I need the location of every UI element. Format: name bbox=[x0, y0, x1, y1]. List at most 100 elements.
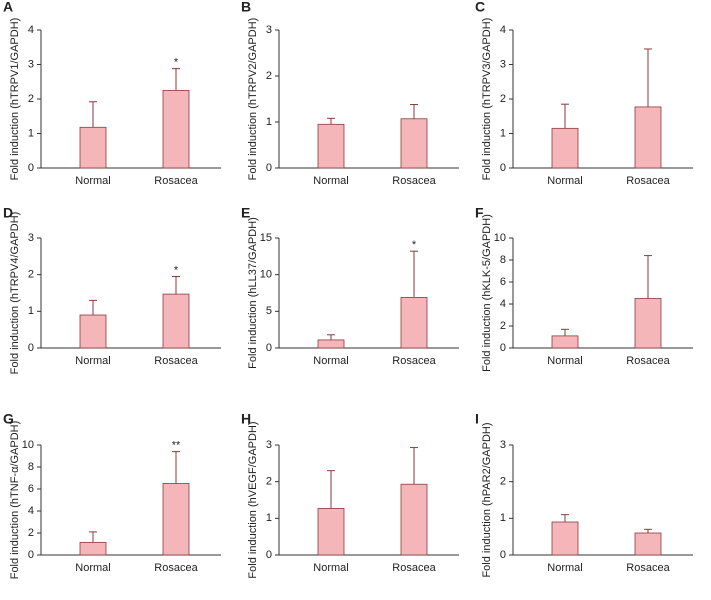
y-axis-label: Fold induction (hTRPV4/GAPDH) bbox=[9, 212, 21, 375]
y-tick-label: 1 bbox=[266, 512, 272, 524]
y-axis-label: Fold induction (hVEGF/GAPDH) bbox=[247, 421, 259, 578]
x-tick-label: Normal bbox=[75, 355, 110, 367]
y-tick-label: 0 bbox=[28, 162, 34, 174]
x-tick-label: Rosacea bbox=[154, 562, 198, 574]
significance: * bbox=[174, 264, 179, 276]
panel-label: H bbox=[241, 411, 251, 427]
y-tick-label: 3 bbox=[500, 58, 506, 70]
y-tick-label: 6 bbox=[28, 483, 34, 495]
significance: * bbox=[174, 57, 179, 69]
bar bbox=[400, 296, 428, 349]
y-tick-label: 5 bbox=[266, 305, 272, 317]
y-tick-label: 4 bbox=[500, 24, 506, 36]
panel-label: G bbox=[3, 411, 14, 427]
bar bbox=[162, 293, 190, 349]
x-tick-label: Rosacea bbox=[154, 355, 198, 367]
bar bbox=[79, 541, 107, 556]
bar bbox=[317, 123, 345, 169]
bar bbox=[317, 508, 345, 556]
y-tick-label: 1 bbox=[28, 127, 34, 139]
panel-label: E bbox=[241, 205, 250, 221]
y-tick-label: 3 bbox=[500, 439, 506, 451]
x-tick-label: Normal bbox=[75, 562, 110, 574]
x-tick-label: Rosacea bbox=[626, 355, 670, 367]
y-tick-label: 8 bbox=[500, 254, 506, 266]
y-tick-label: 1 bbox=[266, 116, 272, 128]
y-tick-label: 2 bbox=[266, 476, 272, 488]
y-tick-label: 10 bbox=[22, 439, 34, 451]
y-tick-label: 2 bbox=[500, 320, 506, 332]
x-tick-label: Rosacea bbox=[392, 355, 436, 367]
x-tick-label: Rosacea bbox=[392, 562, 436, 574]
significance: ** bbox=[172, 440, 181, 452]
y-axis-label: Fold induction (hLL37/GAPDH) bbox=[247, 217, 259, 369]
x-tick-label: Rosacea bbox=[626, 562, 670, 574]
y-tick-label: 0 bbox=[266, 342, 272, 354]
bar bbox=[79, 126, 107, 169]
panel-label: I bbox=[475, 411, 479, 427]
bar bbox=[162, 483, 190, 556]
y-tick-label: 10 bbox=[260, 269, 272, 281]
y-tick-label: 2 bbox=[266, 70, 272, 82]
y-tick-label: 2 bbox=[28, 527, 34, 539]
y-axis-label: Fold induction (hKLK-5/GAPDH) bbox=[481, 214, 493, 372]
y-tick-label: 0 bbox=[500, 342, 506, 354]
bar bbox=[634, 532, 662, 556]
panel-label: C bbox=[475, 0, 485, 15]
bar bbox=[400, 118, 428, 169]
y-tick-label: 1 bbox=[28, 305, 34, 317]
x-tick-label: Normal bbox=[313, 562, 348, 574]
y-tick-label: 0 bbox=[28, 549, 34, 561]
y-tick-label: 4 bbox=[28, 505, 34, 517]
y-tick-label: 0 bbox=[266, 549, 272, 561]
y-tick-label: 2 bbox=[500, 93, 506, 105]
bar bbox=[634, 106, 662, 169]
y-tick-label: 2 bbox=[28, 93, 34, 105]
panel-label: A bbox=[3, 0, 13, 15]
y-tick-label: 10 bbox=[494, 232, 506, 244]
y-tick-label: 1 bbox=[500, 127, 506, 139]
bar bbox=[162, 89, 190, 169]
y-tick-label: 0 bbox=[28, 342, 34, 354]
y-tick-label: 0 bbox=[500, 549, 506, 561]
y-tick-label: 4 bbox=[500, 298, 506, 310]
panel-label: F bbox=[475, 205, 484, 221]
bar bbox=[551, 335, 579, 349]
y-tick-label: 2 bbox=[28, 269, 34, 281]
x-tick-label: Rosacea bbox=[626, 175, 670, 187]
y-tick-label: 2 bbox=[500, 476, 506, 488]
x-tick-label: Rosacea bbox=[392, 175, 436, 187]
y-tick-label: 0 bbox=[266, 162, 272, 174]
x-tick-label: Normal bbox=[313, 175, 348, 187]
y-tick-label: 3 bbox=[266, 24, 272, 36]
y-axis-label: Fold induction (hPAR2/GAPDH) bbox=[481, 422, 493, 577]
y-tick-label: 4 bbox=[28, 24, 34, 36]
panel-label: D bbox=[3, 205, 13, 221]
bar bbox=[551, 127, 579, 169]
x-tick-label: Rosacea bbox=[154, 175, 198, 187]
bar bbox=[79, 314, 107, 349]
y-tick-label: 3 bbox=[266, 439, 272, 451]
panel-label: B bbox=[241, 0, 251, 15]
bar bbox=[551, 521, 579, 556]
x-tick-label: Normal bbox=[547, 562, 582, 574]
bar bbox=[634, 298, 662, 349]
significance: * bbox=[412, 239, 417, 251]
y-tick-label: 6 bbox=[500, 276, 506, 288]
x-tick-label: Normal bbox=[313, 355, 348, 367]
x-tick-label: Normal bbox=[547, 355, 582, 367]
y-tick-label: 3 bbox=[28, 58, 34, 70]
y-axis-label: Fold induction (hTRPV1/GAPDH) bbox=[9, 18, 21, 181]
y-axis-label: Fold induction (hTRPV2/GAPDH) bbox=[247, 18, 259, 181]
y-axis-label: Fold induction (hTRPV3/GAPDH) bbox=[481, 18, 493, 181]
bar bbox=[400, 483, 428, 556]
bar bbox=[317, 339, 345, 349]
y-tick-label: 15 bbox=[260, 232, 272, 244]
y-tick-label: 3 bbox=[28, 232, 34, 244]
y-tick-label: 0 bbox=[500, 162, 506, 174]
y-tick-label: 8 bbox=[28, 461, 34, 473]
y-axis-label: Fold induction (hTNF-α/GAPDH) bbox=[9, 421, 21, 580]
x-tick-label: Normal bbox=[75, 175, 110, 187]
x-tick-label: Normal bbox=[547, 175, 582, 187]
